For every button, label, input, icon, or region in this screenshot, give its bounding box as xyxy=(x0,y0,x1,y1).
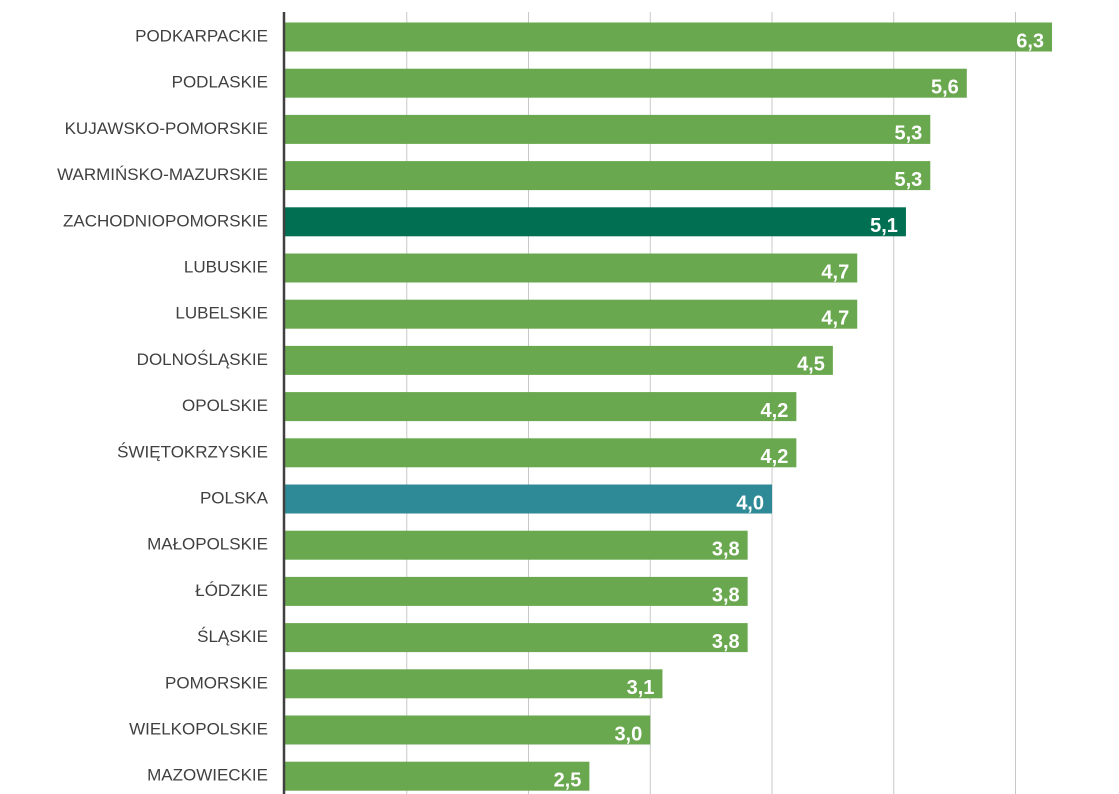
category-label: DOLNOŚLĄSKIE xyxy=(137,350,268,369)
category-label: WIELKOPOLSKIE xyxy=(129,719,268,738)
bar xyxy=(285,345,833,375)
bar xyxy=(285,207,906,237)
value-label: 4,7 xyxy=(821,307,849,329)
category-label: PODLASKIE xyxy=(172,73,268,92)
bar xyxy=(285,576,748,606)
value-label: 5,6 xyxy=(931,76,959,98)
category-label: OPOLSKIE xyxy=(182,396,268,415)
category-label: ZACHODNIOPOMORSKIE xyxy=(63,211,268,230)
value-label: 5,3 xyxy=(894,123,922,145)
value-label: 3,1 xyxy=(627,677,655,699)
value-label: 4,2 xyxy=(761,400,789,422)
value-label: 4,7 xyxy=(821,261,849,283)
category-label: WARMIŃSKO-MAZURSKIE xyxy=(57,165,268,184)
category-label: LUBELSKIE xyxy=(175,304,268,323)
category-label: ŚWIĘTOKRZYSKIE xyxy=(117,442,268,461)
value-label: 4,5 xyxy=(797,354,825,376)
bar xyxy=(285,68,967,98)
value-label: 2,5 xyxy=(554,769,582,791)
category-label: POLSKA xyxy=(200,488,269,507)
bar xyxy=(285,530,748,560)
bar xyxy=(285,484,773,514)
bar xyxy=(285,438,797,468)
category-label: MAZOWIECKIE xyxy=(147,766,268,785)
value-label: 5,3 xyxy=(894,169,922,191)
category-label: ŁÓDZKIE xyxy=(195,581,268,600)
category-label: POMORSKIE xyxy=(165,673,268,692)
category-label: PODKARPACKIE xyxy=(135,26,268,45)
value-label: 3,8 xyxy=(712,538,740,560)
bar xyxy=(285,715,651,745)
value-label: 4,0 xyxy=(736,492,764,514)
category-label: LUBUSKIE xyxy=(184,257,268,276)
value-label: 3,8 xyxy=(712,585,740,607)
bar xyxy=(285,761,590,791)
bar xyxy=(285,161,931,191)
value-label: 3,0 xyxy=(614,723,642,745)
bar xyxy=(285,623,748,653)
bar xyxy=(285,22,1053,52)
value-label: 4,2 xyxy=(761,446,789,468)
value-label: 6,3 xyxy=(1016,30,1044,52)
bar xyxy=(285,114,931,144)
bar xyxy=(285,253,858,283)
bar xyxy=(285,392,797,422)
value-label: 3,8 xyxy=(712,631,740,653)
bar xyxy=(285,669,663,699)
value-label: 5,1 xyxy=(870,215,898,237)
category-label: MAŁOPOLSKIE xyxy=(147,535,268,554)
category-label: ŚLĄSKIE xyxy=(197,627,268,646)
bar xyxy=(285,299,858,329)
category-label: KUJAWSKO-POMORSKIE xyxy=(65,119,268,138)
